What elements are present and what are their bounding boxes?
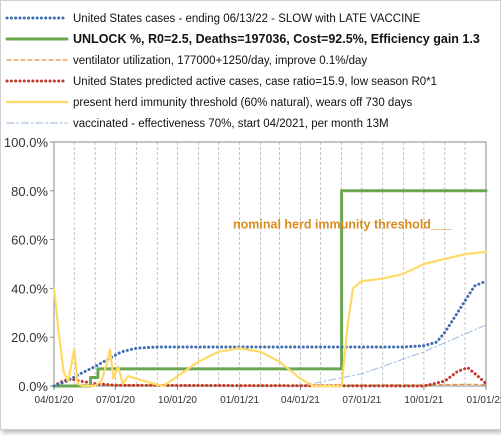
x-tick-label: 07/01/20 — [96, 395, 135, 406]
legend-label-5: vaccinated - effectiveness 70%, start 04… — [73, 118, 389, 130]
y-tick-label: 20.0% — [11, 330, 48, 345]
series-line-1 — [52, 189, 488, 388]
legend-label-3: United States predicted active cases, ca… — [73, 76, 437, 88]
x-tick-label: 01/01/21 — [220, 395, 259, 406]
legend: United States cases - ending 06/13/22 - … — [5, 13, 480, 130]
y-tick-label: 100.0% — [4, 135, 49, 150]
y-tick-label: 60.0% — [11, 233, 48, 248]
plot-background — [54, 142, 486, 386]
legend-label-0: United States cases - ending 06/13/22 - … — [73, 13, 421, 25]
legend-label-1: UNLOCK %, R0=2.5, Deaths=197036, Cost=92… — [73, 32, 480, 46]
series-line-0 — [52, 279, 488, 388]
x-tick-label: 04/01/21 — [281, 395, 320, 406]
x-tick-label: 04/01/20 — [35, 395, 74, 406]
series-line-4 — [52, 250, 488, 388]
y-tick-label: 80.0% — [11, 184, 48, 199]
legend-label-4: present herd immunity threshold (60% nat… — [73, 97, 412, 109]
series-line-5 — [299, 324, 487, 387]
legend-label-2: ventilator utilization, 177000+1250/day,… — [73, 55, 367, 67]
y-tick-label: 40.0% — [11, 281, 48, 296]
vertical-gridlines — [73, 142, 466, 386]
x-tick-label: 01/01/22 — [467, 395, 501, 406]
herd-immunity-annotation: nominal herd immunity threshold___ — [233, 218, 453, 232]
x-tick-label: 10/01/20 — [158, 395, 197, 406]
x-tick-label: 10/01/21 — [404, 395, 443, 406]
plot-area: 0.0% 20.0% 40.0% 60.0% 80.0% 100.0% 04/01/20 07… — [4, 135, 501, 406]
x-tick-label: 07/01/21 — [342, 395, 381, 406]
y-tick-label: 0.0% — [18, 379, 48, 394]
